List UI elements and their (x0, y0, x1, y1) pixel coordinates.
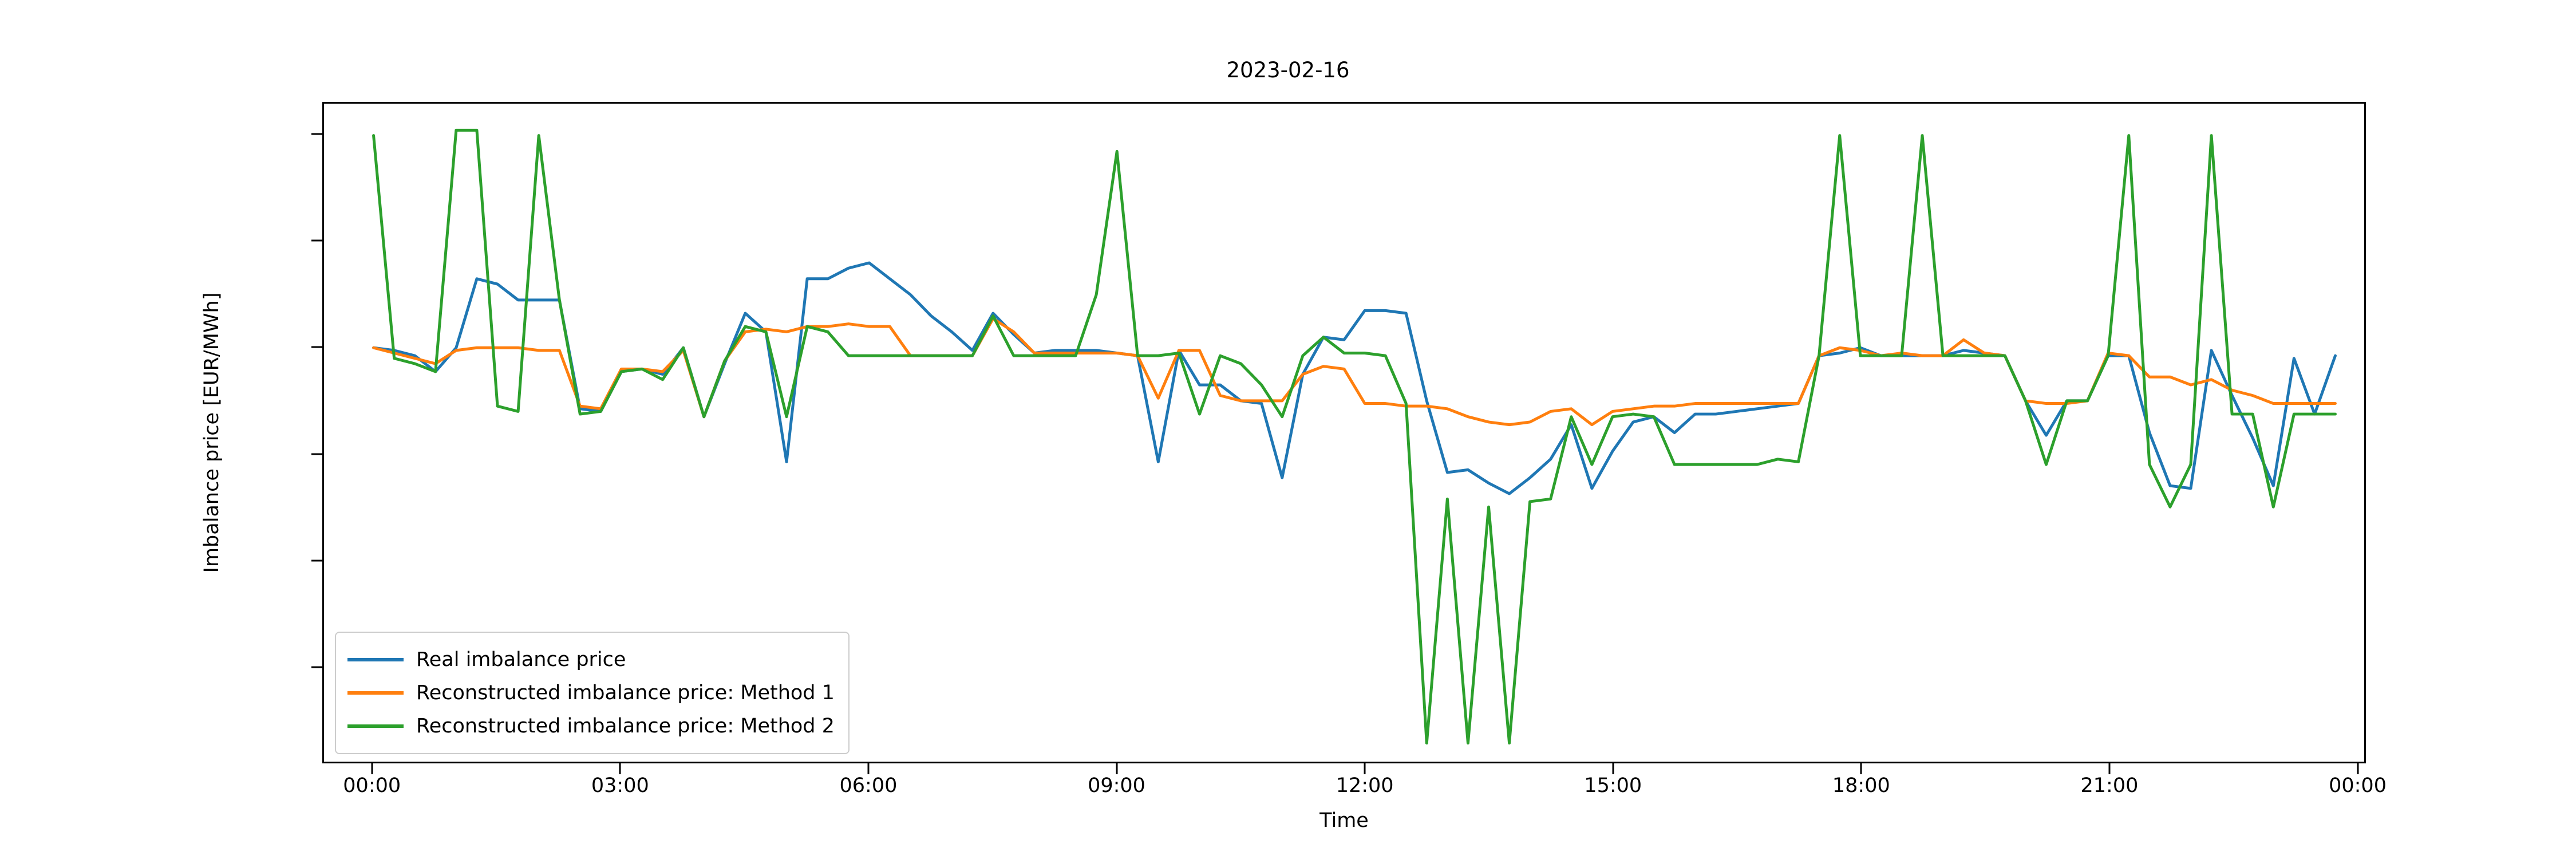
x-axis-label: Time (1319, 809, 1369, 832)
x-tick-label: 03:00 (591, 774, 649, 797)
x-tick-label: 06:00 (839, 774, 898, 797)
x-tick-mark (1612, 763, 1614, 774)
legend-color-swatch (347, 658, 404, 661)
legend-item: Reconstructed imbalance price: Method 2 (347, 710, 835, 743)
legend-label: Real imbalance price (416, 648, 626, 671)
series-line (372, 128, 2337, 745)
series-line (372, 261, 2337, 495)
chart-title: 2023-02-16 (1226, 58, 1350, 82)
legend-label: Reconstructed imbalance price: Method 1 (416, 681, 835, 704)
x-tick-mark (1860, 763, 1862, 774)
x-tick-mark (371, 763, 373, 774)
y-tick-mark (311, 453, 322, 455)
x-tick-mark (2108, 763, 2111, 774)
x-tick-label: 12:00 (1336, 774, 1394, 797)
legend-label: Reconstructed imbalance price: Method 2 (416, 715, 835, 738)
y-tick-mark (311, 346, 322, 348)
x-tick-mark (2357, 763, 2359, 774)
legend-item: Reconstructed imbalance price: Method 1 (347, 676, 835, 710)
legend-color-swatch (347, 691, 404, 695)
x-tick-label: 09:00 (1088, 774, 1145, 797)
y-axis-label: Imbalance price [EUR/MWh] (200, 292, 223, 573)
x-tick-label: 15:00 (1584, 774, 1642, 797)
x-tick-label: 00:00 (343, 774, 401, 797)
legend-color-swatch (347, 724, 404, 728)
series-lines (372, 128, 2337, 745)
x-tick-label: 18:00 (1832, 774, 1890, 797)
x-tick-label: 21:00 (2080, 774, 2139, 797)
x-tick-mark (867, 763, 870, 774)
y-tick-mark (311, 133, 322, 135)
y-tick-mark (311, 239, 322, 242)
x-tick-mark (1364, 763, 1366, 774)
y-tick-mark (311, 666, 322, 668)
x-tick-mark (619, 763, 621, 774)
x-tick-mark (1116, 763, 1118, 774)
x-tick-label: 00:00 (2329, 774, 2387, 797)
chart-legend: Real imbalance price Reconstructed imbala… (335, 632, 850, 754)
y-tick-mark (311, 559, 322, 562)
legend-item: Real imbalance price (347, 643, 835, 676)
